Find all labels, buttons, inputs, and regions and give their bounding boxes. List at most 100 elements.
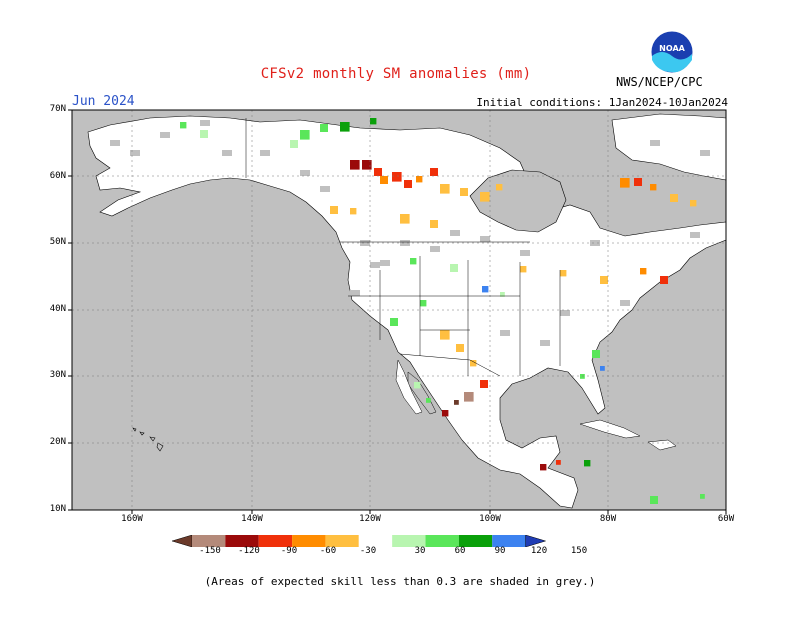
anomaly-cell xyxy=(620,178,630,188)
hawaii-islands xyxy=(132,427,164,452)
no-skill-cell xyxy=(650,140,660,146)
map-title: CFSv2 monthly SM anomalies (mm) xyxy=(260,66,532,82)
anomaly-cell xyxy=(482,286,489,293)
lat-tick: 30N xyxy=(49,370,66,380)
lon-tick: 60W xyxy=(717,514,735,524)
colorbar-arrow-left xyxy=(172,535,193,547)
colorbar-tick: -60 xyxy=(319,546,337,556)
anomaly-cell xyxy=(480,380,488,388)
no-skill-cell xyxy=(500,330,510,336)
no-skill-cell xyxy=(520,250,530,256)
skill-footnote: (Areas of expected skill less than 0.3 a… xyxy=(204,575,596,588)
anomaly-cell xyxy=(440,330,450,340)
anomaly-cell xyxy=(414,382,421,389)
no-skill-cell xyxy=(590,240,600,246)
no-skill-cell xyxy=(690,232,700,238)
no-skill-cell xyxy=(370,262,380,268)
no-skill-cell xyxy=(160,132,170,138)
anomaly-cell xyxy=(320,124,328,132)
anomaly-cell xyxy=(650,496,658,504)
anomaly-cell xyxy=(330,206,338,214)
anomaly-cell xyxy=(456,344,464,352)
anomaly-cell xyxy=(450,264,458,272)
no-skill-cell xyxy=(280,196,290,202)
anomaly-cell xyxy=(660,276,668,284)
no-skill-cell xyxy=(540,340,550,346)
no-skill-cell xyxy=(700,150,710,156)
anomaly-cell xyxy=(500,292,505,297)
anomaly-cell xyxy=(454,400,459,405)
anomaly-cell xyxy=(390,318,398,326)
anomaly-cell xyxy=(374,168,382,176)
anomaly-cell xyxy=(426,398,431,403)
anomaly-cell xyxy=(392,172,402,182)
colorbar-tick: 120 xyxy=(530,546,548,556)
no-skill-cell xyxy=(200,120,210,126)
anomaly-cell xyxy=(180,122,187,129)
colorbar-arrow-right xyxy=(525,535,547,547)
axis-ticks xyxy=(68,109,727,514)
anomaly-cell xyxy=(442,410,449,417)
no-skill-cell xyxy=(300,170,310,176)
no-skill-cell xyxy=(350,290,360,296)
colorbar-tick: -90 xyxy=(280,546,298,556)
hudson-bay xyxy=(469,169,567,233)
colorbar-box xyxy=(492,535,526,547)
anomaly-cell xyxy=(640,268,647,275)
no-skill-cell xyxy=(620,216,630,222)
colorbar-tick: 60 xyxy=(454,546,466,556)
no-skill-cell xyxy=(110,140,120,146)
no-skill-cell xyxy=(320,186,330,192)
anomaly-cell xyxy=(690,200,697,207)
no-skill-cell xyxy=(360,240,370,246)
lat-tick: 70N xyxy=(49,104,66,114)
no-skill-cell xyxy=(130,150,140,156)
colorbar-box xyxy=(225,535,259,547)
anomaly-cell xyxy=(350,208,357,215)
no-skill-cell xyxy=(560,310,570,316)
no-skill-cell xyxy=(380,260,390,266)
colorbar-box xyxy=(258,535,293,547)
colorbar xyxy=(172,535,547,547)
lat-tick: 60N xyxy=(49,171,66,181)
anomaly-cell xyxy=(420,300,427,307)
anomaly-cell xyxy=(560,270,567,277)
no-skill-cell xyxy=(600,200,610,206)
month-label: Jun 2024 xyxy=(72,94,135,109)
colorbar-tick: -30 xyxy=(359,546,377,556)
anomaly-cell xyxy=(430,220,438,228)
lat-tick: 20N xyxy=(49,437,66,447)
colorbar-tick: 30 xyxy=(414,546,426,556)
lon-tick: 80W xyxy=(599,514,617,524)
cuba xyxy=(579,419,641,439)
anomaly-cell xyxy=(580,374,585,379)
anomaly-cell xyxy=(290,140,298,148)
hispaniola xyxy=(647,439,677,451)
agency-label: NWS/NCEP/CPC xyxy=(616,75,703,89)
anomaly-cell xyxy=(416,176,423,183)
anomaly-cell xyxy=(592,350,600,358)
anomaly-cell xyxy=(430,168,438,176)
anomaly-cell xyxy=(584,460,591,467)
anomaly-cell xyxy=(600,276,608,284)
initial-conditions: Initial conditions: 1Jan2024-10Jan2024 xyxy=(476,96,728,109)
logo-text: NOAA xyxy=(659,44,685,53)
baja-california xyxy=(395,359,423,415)
anomaly-cell xyxy=(404,180,412,188)
no-skill-cell xyxy=(480,236,490,242)
colorbar-tick: -150 xyxy=(199,546,221,556)
anomaly-cell xyxy=(600,366,605,371)
no-skill-cell xyxy=(430,246,440,252)
anomaly-cell xyxy=(700,494,705,499)
anomaly-cells xyxy=(110,118,710,504)
noaa-logo: NOAA xyxy=(650,30,694,74)
colorbar-box xyxy=(192,535,226,547)
lat-tick: 50N xyxy=(49,237,66,247)
anomaly-cell xyxy=(480,192,490,202)
anomaly-cell xyxy=(670,194,678,202)
anomaly-cell xyxy=(200,130,208,138)
no-skill-cell xyxy=(450,230,460,236)
no-skill-cell xyxy=(222,150,232,156)
anomaly-cell xyxy=(410,258,417,265)
no-skill-cell xyxy=(620,300,630,306)
